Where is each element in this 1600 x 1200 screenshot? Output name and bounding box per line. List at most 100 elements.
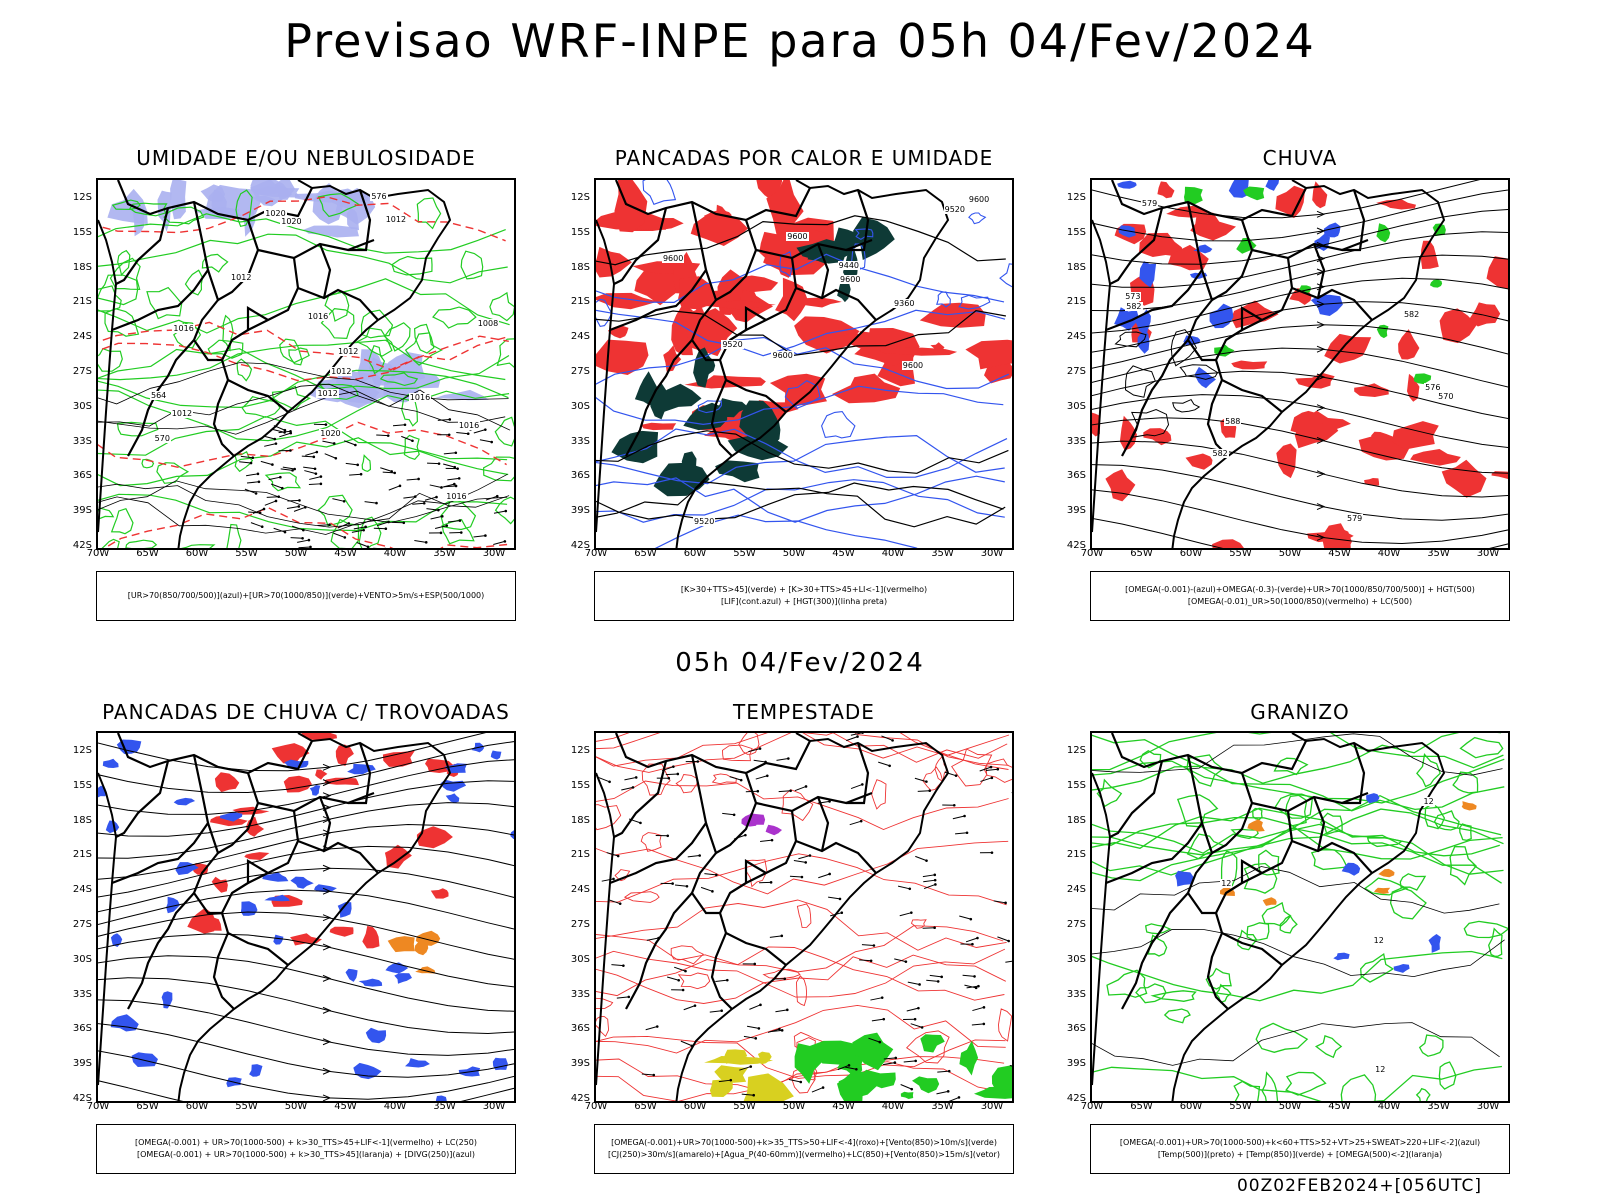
contour-loop (279, 338, 303, 364)
streamline (98, 733, 487, 772)
contour-loop (906, 1030, 950, 1064)
shaded-area (435, 1095, 447, 1101)
map-canvas (98, 180, 514, 548)
shaded-area (358, 978, 383, 987)
longitude-tick-label: 30W (980, 548, 1004, 559)
wind-vector (351, 529, 364, 533)
wind-vector (899, 912, 912, 917)
latitude-tick-label: 21S (570, 849, 590, 861)
latitude-tick-label: 36S (1066, 1023, 1086, 1035)
wind-vector (646, 937, 659, 941)
wind-vector (493, 540, 506, 545)
contour-value-label: 1012 (330, 367, 353, 377)
contour-loop (416, 197, 442, 230)
shaded-area (309, 785, 321, 796)
wind-vector (443, 452, 456, 455)
contour-line (596, 253, 1005, 304)
wind-vector (818, 873, 830, 879)
shaded-area (1265, 180, 1280, 191)
wind-vector-head (254, 492, 258, 495)
coastline (675, 733, 950, 1101)
longitude-tick-label: 60W (683, 1101, 707, 1112)
wind-vector-head (652, 1073, 656, 1077)
wind-vector-head (888, 764, 891, 768)
wind-vector (601, 878, 614, 882)
latitude-tick-label: 27S (1066, 366, 1086, 377)
shaded-area (283, 775, 312, 793)
wind-vector (739, 1066, 751, 1071)
longitude-tick-label: 70W (584, 1101, 608, 1112)
wind-vector-head (785, 1008, 789, 1012)
country-border (115, 207, 170, 285)
shaded-area (713, 398, 749, 418)
longitude-tick-label: 45W (334, 1101, 357, 1112)
streamline-arrow (322, 887, 332, 895)
wind-vector (900, 1084, 912, 1090)
wind-vector-head (989, 765, 993, 769)
longitude-tick-label: 40W (1377, 548, 1401, 559)
contour-loop (330, 518, 360, 548)
shaded-area (1247, 819, 1265, 832)
shaded-area (765, 824, 782, 836)
wind-vector (456, 432, 469, 435)
contour-loop (163, 206, 205, 225)
wind-vector-head (698, 854, 701, 857)
wind-vector-head (445, 524, 449, 527)
wind-vector (429, 484, 442, 488)
wind-vector-head (770, 838, 774, 842)
latitude-tick-label: 30S (570, 953, 590, 965)
streamline (1092, 440, 1508, 498)
wind-vector (493, 510, 506, 514)
shaded-area (1133, 309, 1151, 335)
wind-vector-head (309, 545, 312, 548)
contour-loop (1135, 983, 1167, 1004)
wind-vector-head (271, 463, 274, 466)
contour-loop (1459, 823, 1472, 841)
country-border (297, 286, 379, 321)
country-border (212, 379, 235, 457)
wind-vector-head (753, 962, 757, 966)
wind-vector-head (749, 1065, 753, 1068)
shaded-area (264, 894, 290, 902)
contour-loop (125, 539, 158, 548)
contour-value-label: 579 (1346, 513, 1364, 523)
streamline-arrow (322, 1006, 332, 1014)
latitude-axis: 12S 15S 18S 21S 24S 27S 30S 33S 36S 39S 42S (1056, 178, 1086, 551)
country-border (795, 286, 877, 321)
wind-vector-head (319, 475, 323, 478)
longitude-tick-label: 35W (931, 1101, 954, 1112)
wind-vector-head (495, 494, 499, 498)
wind-vector-head (279, 475, 282, 479)
country-border (1225, 859, 1263, 894)
latitude-tick-label: 15S (72, 779, 92, 791)
contour-value-label: 582 (1402, 309, 1421, 319)
country-border (1200, 219, 1254, 302)
contour-line (98, 321, 507, 371)
contour-loop (910, 919, 927, 929)
shaded-area (854, 328, 920, 366)
contour-loop (1230, 828, 1259, 840)
contour-value-label: 1008 (476, 319, 500, 329)
shaded-area (244, 852, 270, 860)
shaded-area (852, 1032, 894, 1071)
shaded-area (324, 777, 359, 786)
country-border (718, 810, 798, 966)
shaded-area (1184, 186, 1203, 205)
contour-loop (1252, 807, 1263, 821)
contour-loop (1246, 922, 1270, 941)
shaded-area (766, 180, 804, 236)
wind-vector (598, 776, 610, 783)
country-border (116, 733, 313, 775)
shaded-area (1324, 333, 1372, 364)
shaded-area (1321, 523, 1351, 548)
longitude-tick-label: 55W (1229, 548, 1252, 559)
wind-vector (828, 896, 841, 900)
wind-vector (906, 1007, 919, 1012)
latitude-axis: 12S 15S 18S 21S 24S 27S 30S 33S 36S 39S 42S (62, 178, 92, 551)
wind-vector (776, 758, 789, 761)
country-border (111, 754, 210, 885)
longitude-tick-label: 60W (185, 548, 209, 559)
shaded-area (693, 347, 715, 388)
shaded-area (1185, 453, 1213, 470)
wind-vector-head (973, 975, 976, 978)
